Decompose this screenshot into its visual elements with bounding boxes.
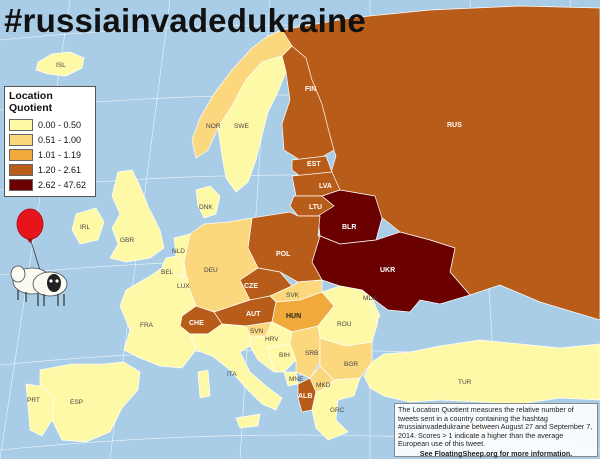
legend-title: Location Quotient (9, 90, 53, 114)
country-blr (317, 189, 383, 245)
legend-swatch (9, 178, 33, 191)
country-isl (35, 51, 85, 77)
label-lva: LVA (319, 183, 332, 190)
label-srb: SRB (305, 350, 318, 357)
note-footer-link[interactable]: See FloatingSheep.org for more informati… (419, 448, 573, 458)
label-fra: FRA (140, 322, 154, 329)
country-ita (189, 323, 283, 411)
label-dnk: DNK (199, 204, 213, 211)
legend-label: 1.01 - 1.19 (38, 149, 82, 160)
label-svn: SVN (250, 328, 264, 335)
label-deu: DEU (204, 267, 218, 274)
label-isl: ISL (56, 62, 66, 69)
country-mda (361, 289, 381, 323)
legend-label: 0.00 - 0.50 (38, 119, 82, 130)
country-ita-sardinia (197, 369, 211, 399)
label-mne: MNE (289, 376, 304, 383)
country-swe (217, 55, 287, 193)
label-rus: RUS (447, 122, 462, 129)
legend-swatch (9, 133, 33, 146)
country-ukr (311, 231, 471, 313)
legend-label: 0.51 - 1.00 (38, 134, 82, 145)
country-tur (363, 339, 600, 405)
label-svk: SVK (286, 292, 300, 299)
country-esp (39, 361, 141, 443)
label-hun: HUN (286, 313, 301, 320)
label-ita: ITA (227, 371, 237, 378)
label-hrv: HRV (265, 336, 279, 343)
legend-swatch (9, 148, 33, 161)
sheep-mascot-icon (10, 208, 68, 306)
country-dnk (195, 185, 221, 219)
legend-item: 0.00 - 0.50 (9, 117, 91, 132)
note-text: The Location Quotient measures the relat… (398, 405, 593, 449)
info-note: The Location Quotient measures the relat… (394, 403, 598, 458)
label-prt: PRT (27, 397, 40, 404)
label-pol: POL (276, 251, 291, 258)
legend-item: 1.20 - 2.61 (9, 162, 91, 177)
countries (25, 5, 600, 443)
legend-item: 2.62 - 47.62 (9, 177, 91, 192)
label-che: CHE (189, 320, 204, 327)
label-tur: TUR (458, 379, 472, 386)
country-labels: ISL FIN RUS NOR SWE EST LVA LTU BLR UKR … (27, 62, 472, 414)
label-esp: ESP (70, 399, 83, 406)
label-rou: ROU (337, 321, 352, 328)
map-legend: Location Quotient 0.00 - 0.50 0.51 - 1.0… (4, 86, 96, 197)
label-mkd: MKD (316, 382, 331, 389)
label-fin: FIN (305, 86, 316, 93)
legend-item: 0.51 - 1.00 (9, 132, 91, 147)
country-gbr (109, 169, 165, 263)
label-irl: IRL (80, 224, 91, 231)
label-ukr: UKR (380, 267, 395, 274)
label-aut: AUT (246, 311, 261, 318)
legend-label: 2.62 - 47.62 (38, 179, 87, 190)
label-gbr: GBR (120, 237, 134, 244)
legend-swatch (9, 163, 33, 176)
label-swe: SWE (234, 123, 249, 130)
label-ltu: LTU (309, 204, 322, 211)
label-nor: NOR (206, 123, 221, 130)
legend-label: 1.20 - 2.61 (38, 164, 82, 175)
country-bih (267, 343, 297, 373)
label-bgr: BGR (344, 361, 358, 368)
label-blr: BLR (342, 224, 356, 231)
country-prt (25, 383, 55, 437)
label-bel: BEL (161, 269, 174, 276)
label-bih: BIH (279, 352, 290, 359)
label-nld: NLD (172, 248, 185, 255)
legend-swatch (9, 118, 33, 131)
country-grc (311, 377, 361, 441)
label-alb: ALB (298, 393, 312, 400)
label-cze: CZE (244, 283, 258, 290)
map-title: #russiainvadedukraine (4, 2, 366, 39)
country-lux (181, 275, 189, 287)
legend-item: 1.01 - 1.19 (9, 147, 91, 162)
country-ita-sicily (235, 413, 261, 429)
label-lux: LUX (177, 283, 190, 290)
label-grc: GRC (330, 407, 345, 414)
country-irl (71, 207, 105, 245)
label-mda: MDA (363, 295, 378, 302)
label-est: EST (307, 161, 321, 168)
country-deu (183, 217, 259, 313)
